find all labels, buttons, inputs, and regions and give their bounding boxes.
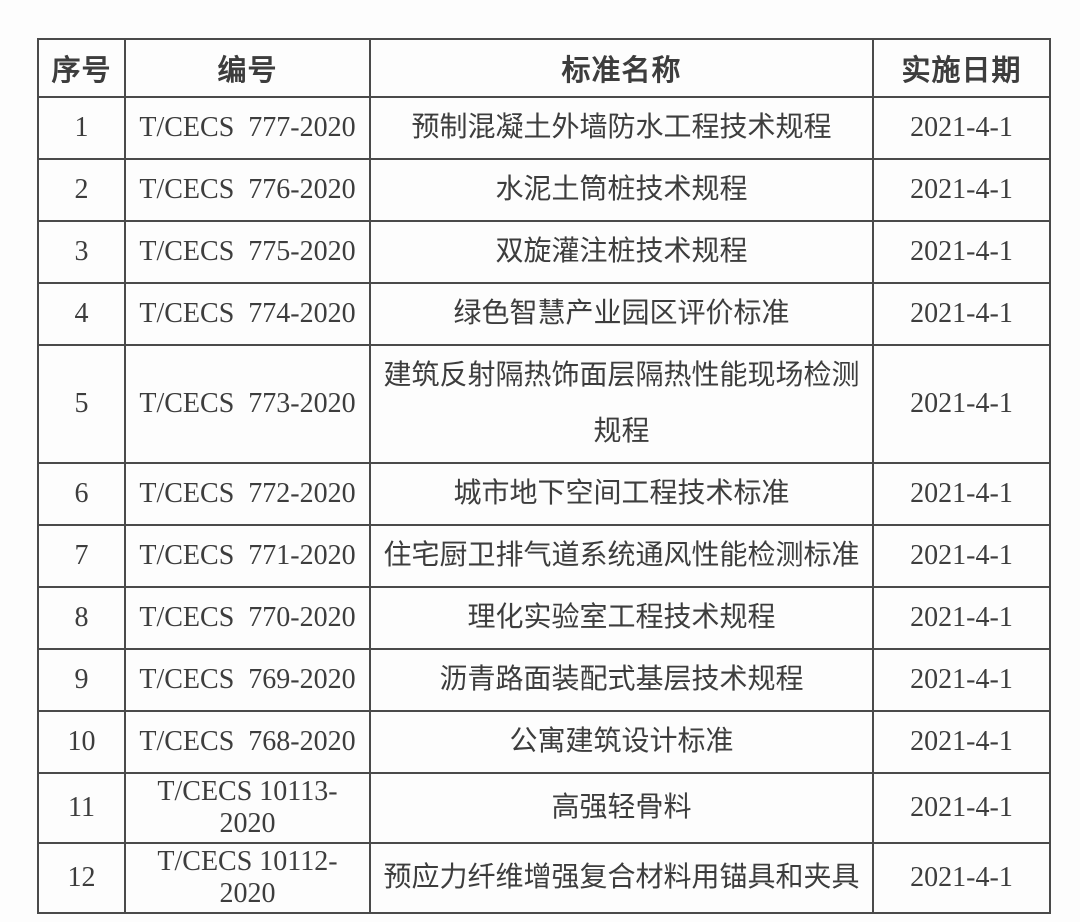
standard-code-cell: T/CECS 774-2020 bbox=[124, 282, 371, 346]
standard-name-cell: 公寓建筑设计标准 bbox=[369, 710, 874, 774]
table-row: 7 T/CECS 771-2020 住宅厨卫排气道系统通风性能检测标准 2021-4-… bbox=[37, 524, 1051, 588]
serial-number-cell: 2 bbox=[37, 158, 126, 222]
standard-name-cell: 沥青路面装配式基层技术规程 bbox=[369, 648, 874, 712]
standard-name-cell: 双旋灌注桩技术规程 bbox=[369, 220, 874, 284]
implementation-date-cell: 2021-4-1 bbox=[872, 220, 1051, 284]
standard-code-cell: T/CECS 775-2020 bbox=[124, 220, 371, 284]
standard-code-cell: T/CECS 768-2020 bbox=[124, 710, 371, 774]
serial-number-cell: 8 bbox=[37, 586, 126, 650]
standard-code-cell: T/CECS 771-2020 bbox=[124, 524, 371, 588]
standard-code-cell: T/CECS 776-2020 bbox=[124, 158, 371, 222]
implementation-date-cell: 2021-4-1 bbox=[872, 586, 1051, 650]
implementation-date-cell: 2021-4-1 bbox=[872, 344, 1051, 464]
header-standard-code: 编号 bbox=[124, 38, 371, 98]
table-row: 2 T/CECS 776-2020 水泥土筒桩技术规程 2021-4-1 bbox=[37, 158, 1051, 222]
serial-number-cell: 12 bbox=[37, 842, 126, 914]
table-row: 4 T/CECS 774-2020 绿色智慧产业园区评价标准 2021-4-1 bbox=[37, 282, 1051, 346]
table-row: 8 T/CECS 770-2020 理化实验室工程技术规程 2021-4-1 bbox=[37, 586, 1051, 650]
table-row: 1 T/CECS 777-2020 预制混凝土外墙防水工程技术规程 2021-4-1 bbox=[37, 96, 1051, 160]
standard-code-cell: T/CECS 772-2020 bbox=[124, 462, 371, 526]
standard-code-cell: T/CECS 769-2020 bbox=[124, 648, 371, 712]
table-row: 11 T/CECS 10113-2020 高强轻骨料 2021-4-1 bbox=[37, 772, 1051, 844]
implementation-date-cell: 2021-4-1 bbox=[872, 524, 1051, 588]
serial-number-cell: 11 bbox=[37, 772, 126, 844]
standard-name-cell: 理化实验室工程技术规程 bbox=[369, 586, 874, 650]
standard-code-cell: T/CECS 10112-2020 bbox=[124, 842, 371, 914]
serial-number-cell: 10 bbox=[37, 710, 126, 774]
implementation-date-cell: 2021-4-1 bbox=[872, 842, 1051, 914]
table-row: 5 T/CECS 773-2020 建筑反射隔热饰面层隔热性能现场检测规程 2021-… bbox=[37, 344, 1051, 464]
standard-code-cell: T/CECS 773-2020 bbox=[124, 344, 371, 464]
standard-name-cell: 水泥土筒桩技术规程 bbox=[369, 158, 874, 222]
table-row: 3 T/CECS 775-2020 双旋灌注桩技术规程 2021-4-1 bbox=[37, 220, 1051, 284]
implementation-date-cell: 2021-4-1 bbox=[872, 96, 1051, 160]
header-implementation-date: 实施日期 bbox=[872, 38, 1051, 98]
standard-code-cell: T/CECS 770-2020 bbox=[124, 586, 371, 650]
header-serial-number: 序号 bbox=[37, 38, 126, 98]
implementation-date-cell: 2021-4-1 bbox=[872, 158, 1051, 222]
serial-number-cell: 5 bbox=[37, 344, 126, 464]
serial-number-cell: 3 bbox=[37, 220, 126, 284]
implementation-date-cell: 2021-4-1 bbox=[872, 710, 1051, 774]
serial-number-cell: 7 bbox=[37, 524, 126, 588]
implementation-date-cell: 2021-4-1 bbox=[872, 648, 1051, 712]
standard-code-cell: T/CECS 10113-2020 bbox=[124, 772, 371, 844]
implementation-date-cell: 2021-4-1 bbox=[872, 462, 1051, 526]
standard-name-cell: 城市地下空间工程技术标准 bbox=[369, 462, 874, 526]
header-standard-name: 标准名称 bbox=[369, 38, 874, 98]
standard-name-cell: 建筑反射隔热饰面层隔热性能现场检测规程 bbox=[369, 344, 874, 464]
table-row: 6 T/CECS 772-2020 城市地下空间工程技术标准 2021-4-1 bbox=[37, 462, 1051, 526]
standard-name-cell: 预应力纤维增强复合材料用锚具和夹具 bbox=[369, 842, 874, 914]
serial-number-cell: 9 bbox=[37, 648, 126, 712]
implementation-date-cell: 2021-4-1 bbox=[872, 282, 1051, 346]
standard-name-cell: 高强轻骨料 bbox=[369, 772, 874, 844]
standard-name-cell: 绿色智慧产业园区评价标准 bbox=[369, 282, 874, 346]
header-row: 序号 编号 标准名称 实施日期 bbox=[37, 38, 1051, 98]
implementation-date-cell: 2021-4-1 bbox=[872, 772, 1051, 844]
table-row: 10 T/CECS 768-2020 公寓建筑设计标准 2021-4-1 bbox=[37, 710, 1051, 774]
serial-number-cell: 1 bbox=[37, 96, 126, 160]
standard-code-cell: T/CECS 777-2020 bbox=[124, 96, 371, 160]
table-row: 9 T/CECS 769-2020 沥青路面装配式基层技术规程 2021-4-1 bbox=[37, 648, 1051, 712]
serial-number-cell: 6 bbox=[37, 462, 126, 526]
standards-table: 序号 编号 标准名称 实施日期 1 T/CECS 777-2020 预制混凝土外墙防… bbox=[37, 38, 1051, 914]
table-row: 12 T/CECS 10112-2020 预应力纤维增强复合材料用锚具和夹具 2021… bbox=[37, 842, 1051, 914]
standard-name-cell: 住宅厨卫排气道系统通风性能检测标准 bbox=[369, 524, 874, 588]
serial-number-cell: 4 bbox=[37, 282, 126, 346]
standard-name-cell: 预制混凝土外墙防水工程技术规程 bbox=[369, 96, 874, 160]
